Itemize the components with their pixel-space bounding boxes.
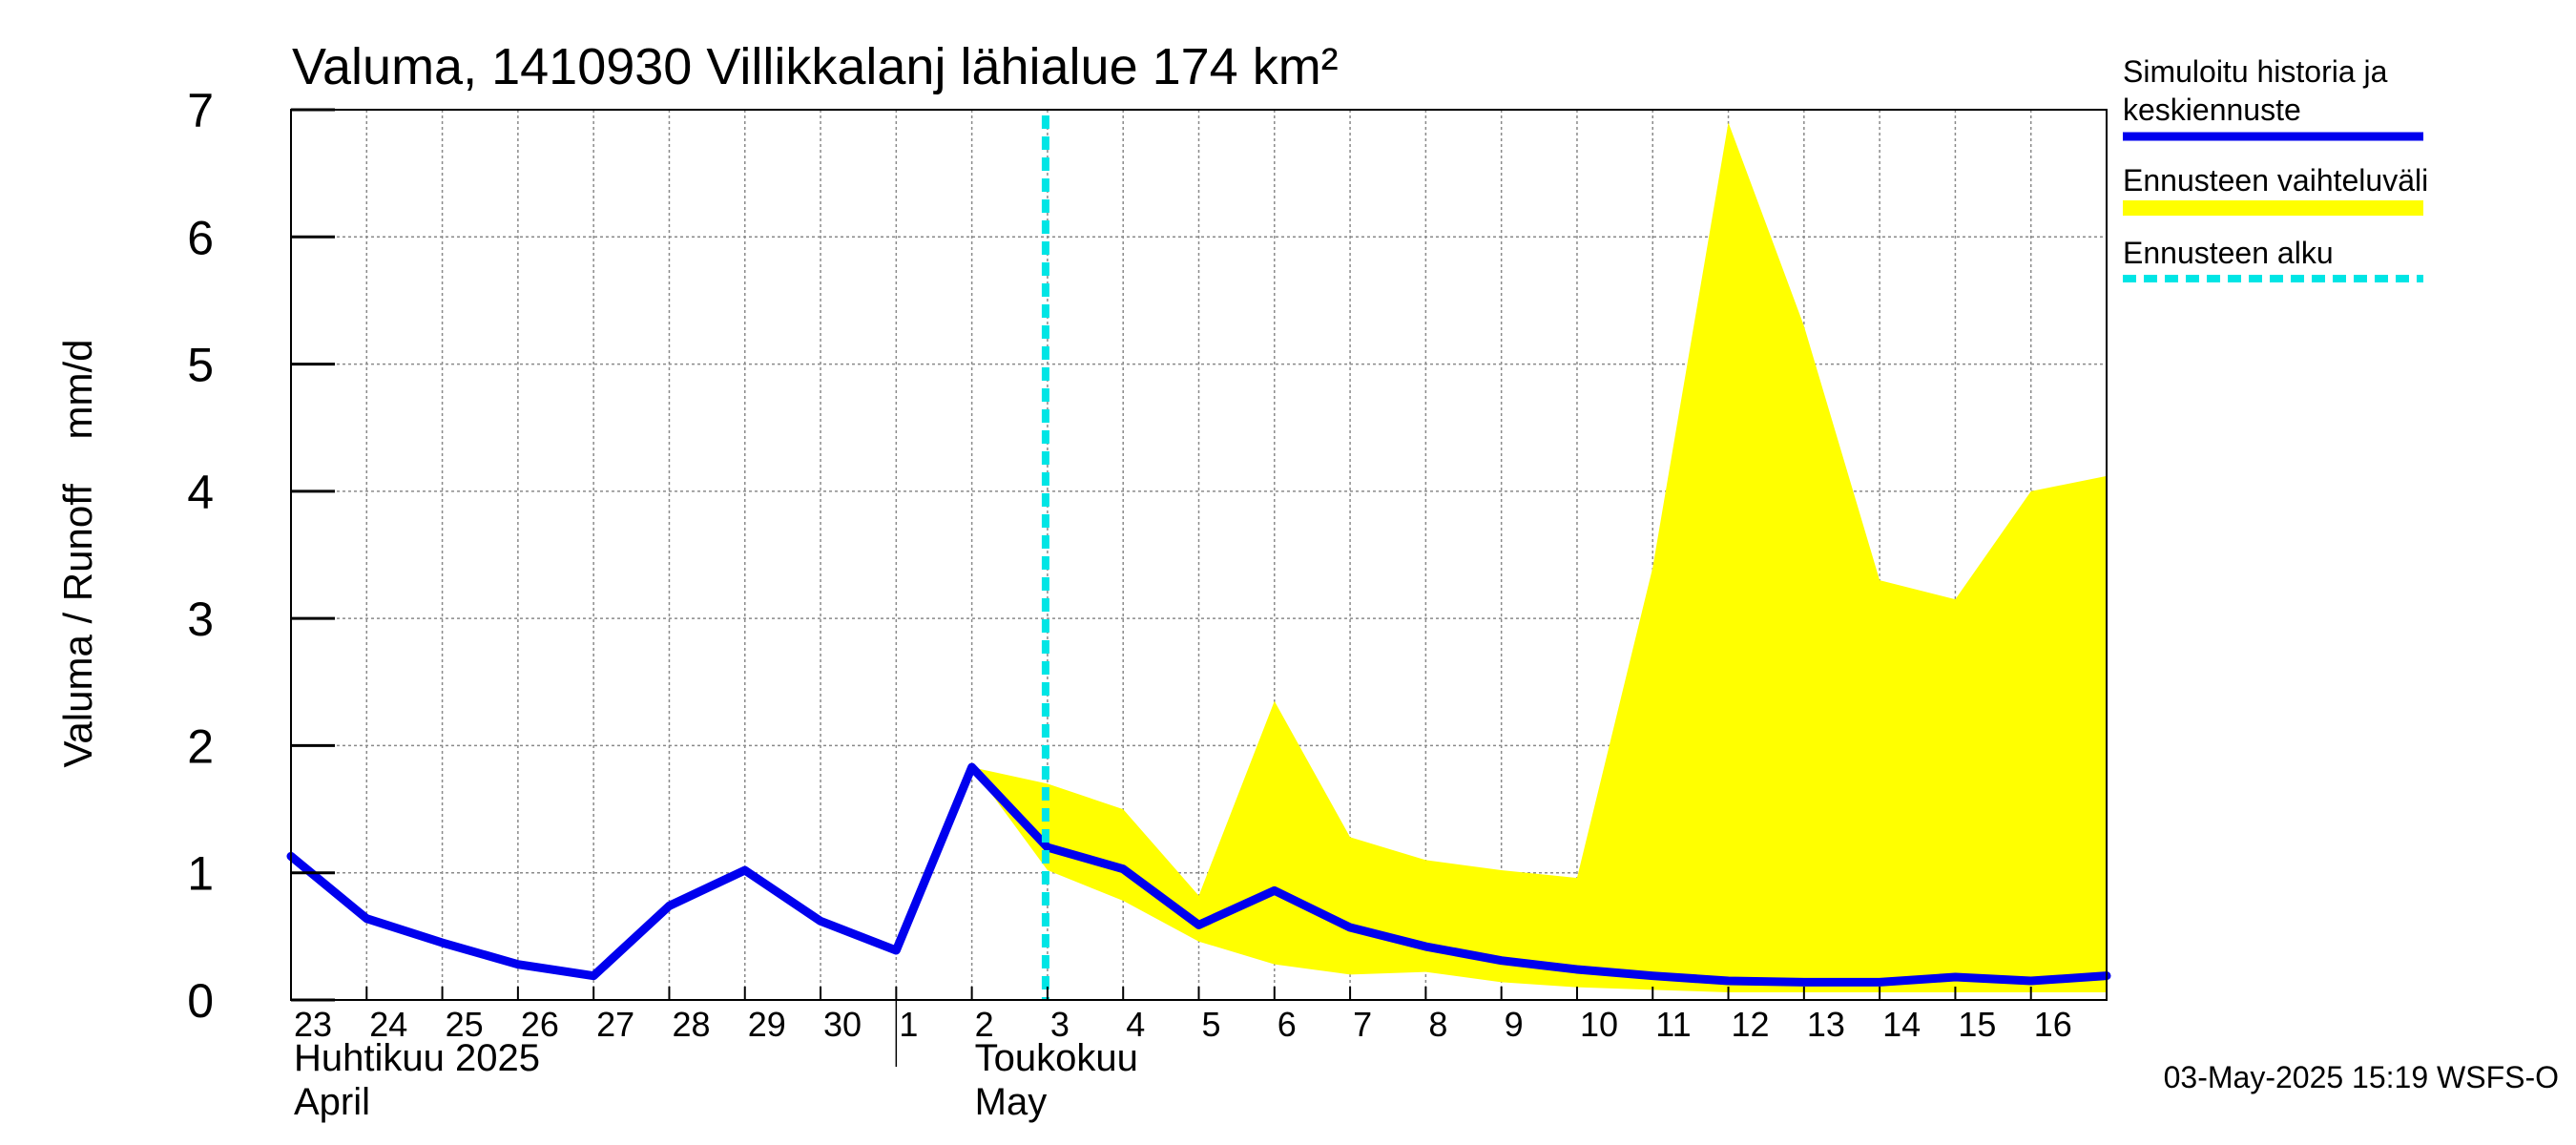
month-label-secondary: May	[975, 1081, 1048, 1123]
month-label-primary: Toukokuu	[975, 1037, 1138, 1079]
x-tick-label: 1	[899, 1005, 918, 1044]
footer-timestamp: 03-May-2025 15:19 WSFS-O	[2164, 1060, 2559, 1094]
chart-title: Valuma, 1410930 Villikkalanj lähialue 17…	[292, 38, 1339, 95]
month-label-primary: Huhtikuu 2025	[294, 1037, 540, 1079]
x-tick-label: 11	[1655, 1005, 1691, 1044]
forecast-range-band	[971, 122, 2107, 993]
y-tick-label: 2	[187, 719, 214, 773]
x-tick-label: 27	[596, 1005, 634, 1044]
x-tick-label: 8	[1428, 1005, 1447, 1044]
x-tick-label: 12	[1732, 1005, 1770, 1044]
x-tick-label: 24	[369, 1005, 407, 1044]
x-tick-label: 14	[1882, 1005, 1921, 1044]
y-tick-label: 7	[187, 84, 214, 137]
y-tick-label: 6	[187, 211, 214, 264]
x-tick-label: 13	[1807, 1005, 1845, 1044]
y-axis-ticks: 0 1 2 3 4 5 6 7	[187, 84, 335, 1028]
forecast-range-area	[971, 122, 2107, 993]
y-tick-label: 3	[187, 593, 214, 646]
y-tick-label: 1	[187, 847, 214, 901]
month-label-secondary: April	[294, 1081, 370, 1123]
y-tick-label: 0	[187, 974, 214, 1028]
x-tick-label: 28	[672, 1005, 710, 1044]
x-tick-label: 9	[1505, 1005, 1524, 1044]
legend-label: keskiennuste	[2123, 93, 2301, 127]
y-tick-label: 5	[187, 339, 214, 392]
x-tick-label: 7	[1353, 1005, 1372, 1044]
x-tick-label: 23	[294, 1005, 332, 1044]
x-tick-label: 15	[1958, 1005, 1996, 1044]
x-tick-label: 30	[823, 1005, 862, 1044]
x-tick-label: 29	[748, 1005, 786, 1044]
legend-label: Ennusteen vaihteluväli	[2123, 163, 2428, 198]
x-axis-ticks: 23 24 25 26 27 28 29 30 1 2 3 4 5 6 7 8 9 10 11 12 13 14 15 16	[294, 987, 2072, 1044]
x-tick-label: 26	[521, 1005, 559, 1044]
x-tick-label: 6	[1278, 1005, 1297, 1044]
x-tick-label: 4	[1126, 1005, 1145, 1044]
legend-label: Ennusteen alku	[2123, 236, 2334, 270]
x-tick-label: 2	[975, 1005, 994, 1044]
x-tick-label: 5	[1202, 1005, 1221, 1044]
y-axis-label: Valuma / Runoff mm/d	[55, 340, 100, 768]
x-tick-label: 3	[1050, 1005, 1070, 1044]
x-tick-label: 16	[2034, 1005, 2072, 1044]
legend-label: Simuloitu historia ja	[2123, 54, 2388, 89]
x-tick-label: 25	[446, 1005, 484, 1044]
legend: Simuloitu historia ja keskiennuste Ennuste…	[2123, 54, 2428, 282]
simulated-series	[286, 762, 2111, 987]
x-tick-label: 10	[1580, 1005, 1618, 1044]
y-tick-label: 4	[187, 466, 214, 519]
